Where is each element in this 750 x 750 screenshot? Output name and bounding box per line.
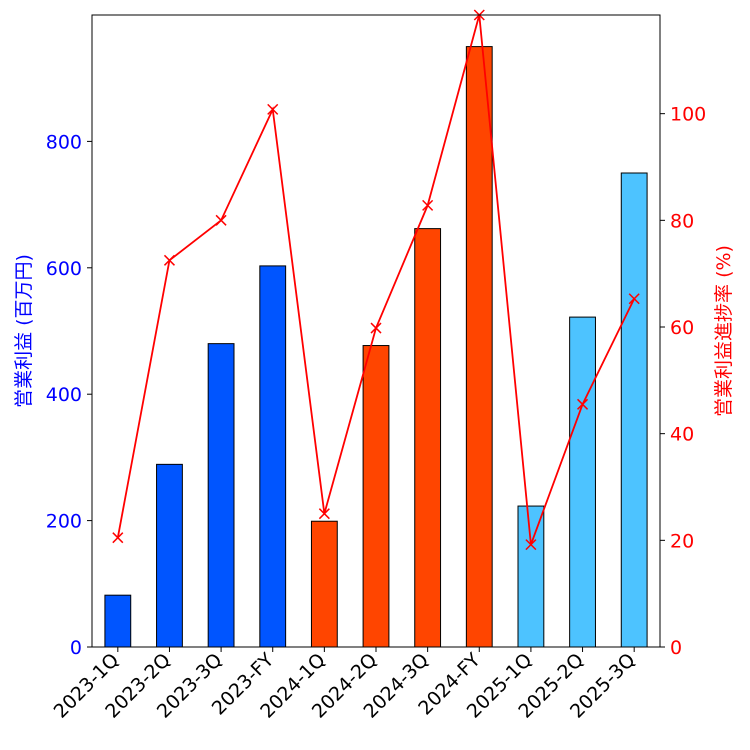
- bar-2024-2Q: [362, 345, 390, 648]
- progress-marker-2025-1Q: [525, 539, 537, 551]
- progress-marker-2023-1Q: [112, 532, 124, 544]
- bar-2024-FY: [465, 46, 493, 648]
- bar-2023-2Q: [156, 463, 183, 648]
- bar-2023-FY: [259, 265, 287, 648]
- bar-2024-1Q: [310, 520, 338, 648]
- bar-2023-3Q: [207, 343, 235, 648]
- progress-marker-2024-3Q: [422, 199, 434, 211]
- progress-marker-2025-2Q: [577, 398, 589, 410]
- bar-2025-1Q: [517, 505, 545, 648]
- progress-marker-2023-3Q: [215, 214, 227, 226]
- progress-marker-2023-2Q: [163, 254, 175, 266]
- progress-marker-2025-3Q: [628, 293, 640, 305]
- right-tick-label: 40: [670, 424, 694, 446]
- bar-2024-3Q: [414, 228, 442, 648]
- left-tick-label: 600: [46, 258, 82, 280]
- left-tick-label: 800: [46, 131, 82, 153]
- bar-2025-3Q: [620, 172, 648, 648]
- y-axis-label-left: 営業利益 (百万円): [13, 254, 35, 408]
- right-tick-label: 60: [670, 317, 694, 339]
- right-tick-label: 0: [670, 637, 682, 659]
- progress-marker-2024-2Q: [370, 322, 382, 334]
- line-layer: [112, 9, 640, 551]
- left-tick-label: 200: [46, 511, 82, 533]
- bar-layer: [104, 46, 648, 648]
- bar-2023-1Q: [104, 594, 132, 648]
- right-axis: 0 20 40 60 80 100: [659, 15, 706, 659]
- y-axis-label-right: 営業利益進捗率 (%): [713, 245, 735, 417]
- right-tick-label: 20: [670, 530, 694, 552]
- left-tick-label: 0: [70, 637, 82, 659]
- bar-2025-2Q: [569, 316, 596, 648]
- left-axis: 0 200 400 600 800: [46, 15, 93, 659]
- progress-marker-2023-FY: [267, 103, 279, 115]
- right-tick-label: 80: [670, 210, 694, 232]
- left-tick-label: 400: [46, 384, 82, 406]
- right-tick-label: 100: [670, 104, 706, 126]
- x-axis: 2023-1Q2023-2Q2023-3Q2023-FY2024-1Q2024-…: [50, 647, 640, 723]
- progress-marker-2024-1Q: [318, 508, 330, 520]
